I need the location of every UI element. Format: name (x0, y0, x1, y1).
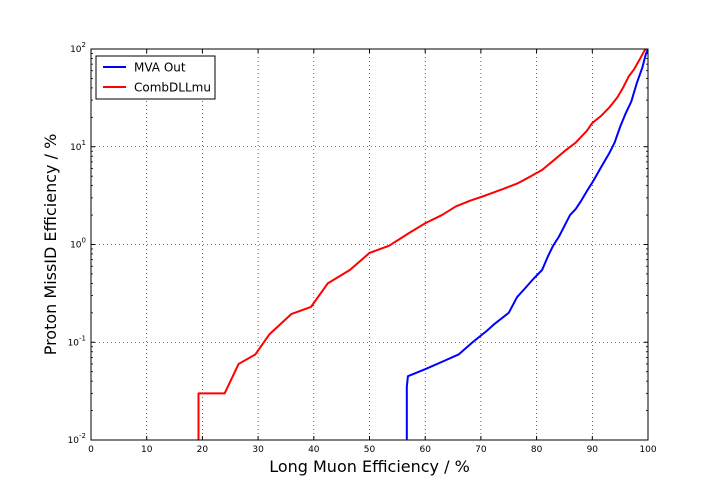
legend-label-combdllmu: CombDLLmu (134, 81, 211, 95)
x-tick-label: 60 (419, 445, 431, 455)
x-tick-label: 80 (531, 445, 543, 455)
x-tick-label: 100 (639, 445, 656, 455)
y-tick-label: 10-1 (68, 334, 86, 348)
x-tick-label: 0 (88, 445, 94, 455)
y-tick-label: 102 (70, 41, 86, 55)
legend-box (95, 55, 216, 100)
series-layer (197, 49, 648, 440)
x-tick-label: 30 (252, 445, 264, 455)
y-tick-label: 10-2 (68, 432, 86, 446)
series-line-mva-out (405, 49, 648, 440)
grid-lines (91, 49, 648, 440)
x-tick-label: 40 (308, 445, 320, 455)
legend: MVA Out CombDLLmu (95, 55, 216, 100)
x-axis-label: Long Muon Efficiency / % (269, 457, 470, 476)
x-tick-label: 20 (197, 445, 209, 455)
x-tick-label: 10 (141, 445, 153, 455)
axis-ticks: 0 10 20 30 40 50 60 70 80 90 100 10-2 10-1 100 101 102 (68, 41, 657, 455)
legend-label-mva-out: MVA Out (134, 61, 186, 75)
y-axis-label: Proton MissID Efficiency / % (41, 134, 60, 356)
y-tick-label: 101 (70, 139, 86, 153)
x-tick-label: 90 (587, 445, 599, 455)
x-tick-label: 70 (475, 445, 487, 455)
y-tick-label: 100 (70, 237, 86, 251)
x-tick-label: 50 (364, 445, 376, 455)
series-line-combdllmu (197, 49, 647, 440)
